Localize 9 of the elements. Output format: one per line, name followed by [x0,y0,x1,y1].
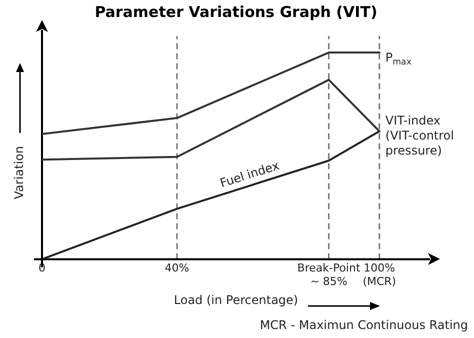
x-tick-label: 100% (MCR) [362,262,396,288]
text: MCR - Maximun Continuous Rating [260,318,468,332]
x-axis-title: Load (in Percentage) [174,292,298,307]
y-axis-title: Variation [12,146,26,200]
chart-title: Parameter Variations Graph (VIT) [94,2,378,21]
text: Fuel index [218,158,281,190]
x-tick-label: 40% [164,262,190,275]
series-label: VIT-index (VIT-control pressure) [385,113,454,158]
x-tick-label: Break-Point ~ 85% [297,262,361,288]
